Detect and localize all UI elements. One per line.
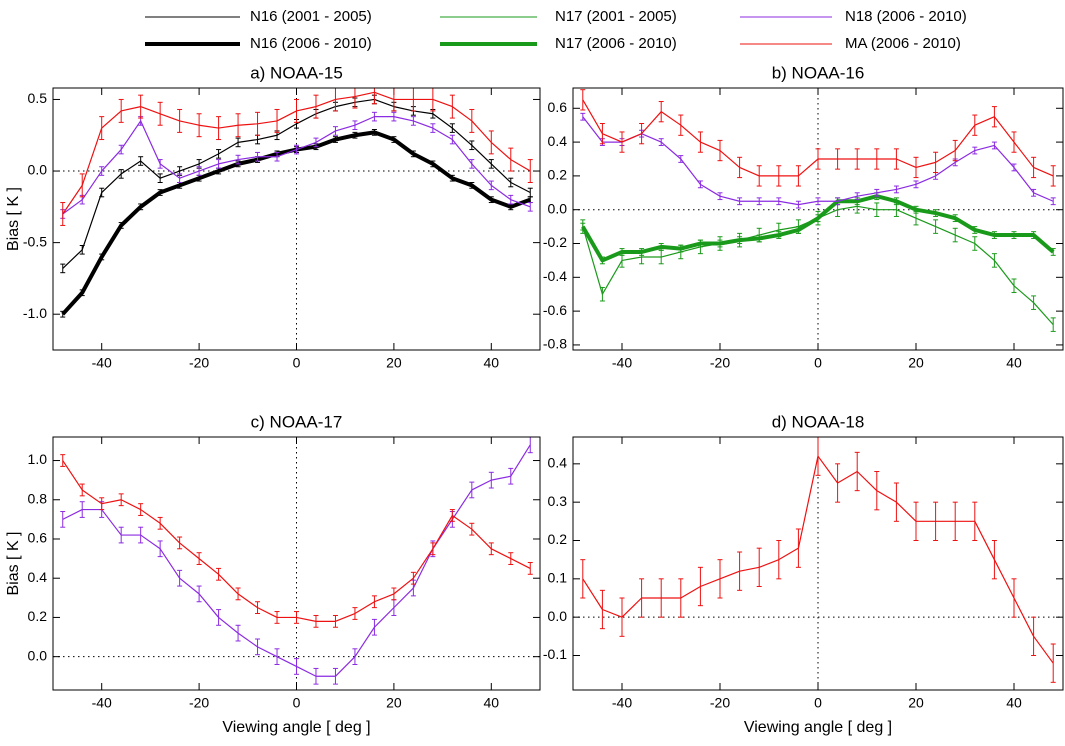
- x-tick-label: 0: [814, 695, 822, 711]
- error-bar: [527, 187, 533, 198]
- plot-frame: [52, 87, 541, 351]
- x-tick-label: -20: [189, 355, 209, 371]
- x-tick-label: 40: [484, 355, 500, 371]
- y-tick-label: 0.8: [28, 490, 48, 506]
- y-tick-label: -0.8: [543, 336, 567, 352]
- error-bar: [60, 511, 66, 528]
- x-tick-label: 20: [386, 695, 402, 711]
- series: [580, 192, 1056, 265]
- x-tick-label: 20: [386, 355, 402, 371]
- panel: c) NOAA-17 Bias [ K ] Viewing angle [ deg …: [5, 412, 541, 736]
- y-tick-label: 0.2: [548, 531, 568, 547]
- y-tick-label: -0.5: [23, 233, 47, 249]
- error-bar: [60, 263, 66, 274]
- panel-title: c) NOAA-17: [251, 412, 343, 431]
- series-line: [582, 116, 1054, 206]
- x-tick-label: 40: [1006, 695, 1022, 711]
- y-tick-label: 0.1: [548, 570, 568, 586]
- x-tick-label: -40: [612, 355, 632, 371]
- panel-title: b) NOAA-16: [772, 63, 865, 82]
- y-tick-label: -1.0: [23, 305, 47, 321]
- legend-text: N16 (2006 - 2010): [250, 35, 372, 52]
- y-tick-label: 0.0: [548, 608, 568, 624]
- series: [60, 454, 533, 628]
- series: [580, 112, 1056, 209]
- y-tick-label: 0.2: [28, 608, 48, 624]
- x-tick-label: -40: [612, 695, 632, 711]
- plot-frame: [52, 436, 541, 691]
- y-tick-label: -0.4: [543, 268, 567, 284]
- y-axis-label: Bias [ K ]: [5, 531, 22, 595]
- series-line: [62, 460, 531, 622]
- y-tick-label: 0.4: [28, 569, 48, 585]
- y-tick-label: 1.0: [28, 451, 48, 467]
- y-axis-label: Bias [ K ]: [5, 187, 22, 251]
- y-tick-label: 0.0: [548, 200, 568, 216]
- x-tick-label: -40: [92, 355, 112, 371]
- x-axis-label: Viewing angle [ deg ]: [222, 719, 370, 736]
- y-tick-label: 0.0: [28, 647, 48, 663]
- x-tick-label: 20: [908, 695, 924, 711]
- series-line: [62, 98, 531, 269]
- series-line: [581, 194, 1055, 263]
- y-tick-label: 0.0: [28, 162, 48, 178]
- y-tick-label: 0.4: [548, 455, 568, 471]
- series-line: [62, 444, 531, 677]
- legend-text: MA (2006 - 2010): [845, 35, 961, 52]
- y-tick-label: -0.6: [543, 302, 567, 318]
- panel-title: a) NOAA-15: [250, 63, 343, 82]
- panel: b) NOAA-16 -40 -20 0 20 40 -0.8 -0.6 -0.4 -0.2 0.0…: [543, 63, 1064, 371]
- y-tick-label: 0.6: [548, 99, 568, 115]
- x-tick-label: -20: [710, 355, 730, 371]
- x-tick-label: 40: [1006, 355, 1022, 371]
- panel: d) NOAA-18 Viewing angle [ deg ] -40 -20 0 20…: [543, 412, 1064, 736]
- y-tick-label: 0.3: [548, 493, 568, 509]
- series: [60, 88, 533, 226]
- series-line: [62, 116, 531, 215]
- x-tick-label: -40: [92, 695, 112, 711]
- series-line: [582, 455, 1054, 664]
- legend-text: N16 (2001 - 2005): [250, 8, 372, 25]
- x-tick-label: 40: [484, 695, 500, 711]
- series: [580, 437, 1056, 683]
- x-tick-label: 0: [293, 695, 301, 711]
- series: [580, 89, 1056, 187]
- x-tick-label: -20: [189, 695, 209, 711]
- x-tick-label: 0: [814, 355, 822, 371]
- y-tick-label: -0.1: [543, 646, 567, 662]
- x-tick-label: 0: [293, 355, 301, 371]
- legend-text: N17 (2001 - 2005): [555, 8, 677, 25]
- y-tick-label: 0.4: [548, 133, 568, 149]
- y-tick-label: 0.6: [28, 530, 48, 546]
- y-tick-label: -0.2: [543, 234, 567, 250]
- series-line: [582, 99, 1054, 177]
- y-tick-label: 0.5: [28, 90, 48, 106]
- x-tick-label: 20: [908, 355, 924, 371]
- legend-text: N17 (2006 - 2010): [555, 35, 677, 52]
- y-tick-label: 0.2: [548, 167, 568, 183]
- series-line: [62, 91, 531, 215]
- legend-text: N18 (2006 - 2010): [845, 8, 967, 25]
- x-axis-label: Viewing angle [ deg ]: [744, 719, 892, 736]
- plot-frame: [572, 436, 1064, 691]
- plot-frame: [572, 87, 1064, 351]
- error-bar: [60, 202, 66, 226]
- panel: a) NOAA-15 Bias [ K ] -40 -20 0 20 40 -1.0 -0.5 0…: [5, 63, 541, 371]
- error-bar: [60, 454, 66, 467]
- x-tick-label: -20: [710, 695, 730, 711]
- panel-title: d) NOAA-18: [772, 412, 865, 431]
